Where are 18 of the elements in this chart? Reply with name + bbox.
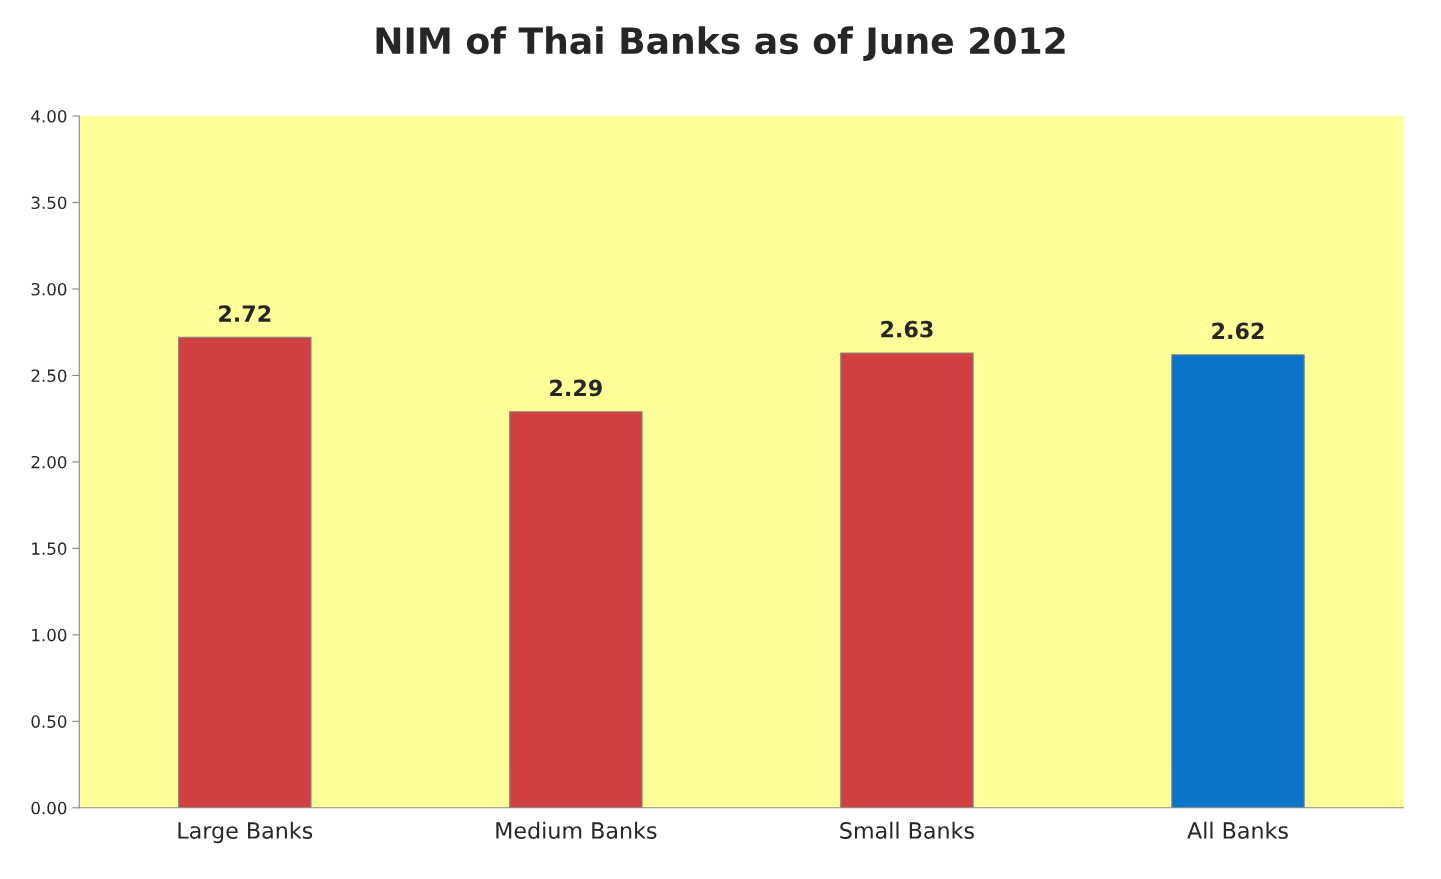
- data-label: 2.63: [881, 320, 933, 338]
- y-tick-label: 0.50: [31, 715, 67, 728]
- y-tick-label: 0.00: [31, 801, 67, 815]
- y-tick-label: 4.00: [31, 109, 67, 123]
- x-tick-label: Large Banks: [178, 821, 313, 844]
- y-tick-label: 1.50: [32, 542, 67, 555]
- x-tick-label: Small Banks: [840, 821, 974, 839]
- y-tick-label: 1.00: [32, 628, 67, 642]
- data-label: 2.62: [1212, 322, 1264, 340]
- y-tick-label: 3.00: [31, 282, 67, 296]
- y-tick-label: 3.50: [31, 196, 67, 210]
- data-label: 2.29: [550, 379, 602, 397]
- y-tick-label: 2.50: [31, 369, 67, 383]
- y-tick-label: 2.00: [31, 455, 67, 469]
- x-tick-label: Medium Banks: [496, 821, 657, 839]
- x-tick-label: All Banks: [1187, 821, 1288, 839]
- data-label: 2.72: [219, 305, 271, 322]
- chart-title: NIM of Thai Banks as of June 2012: [376, 26, 1065, 62]
